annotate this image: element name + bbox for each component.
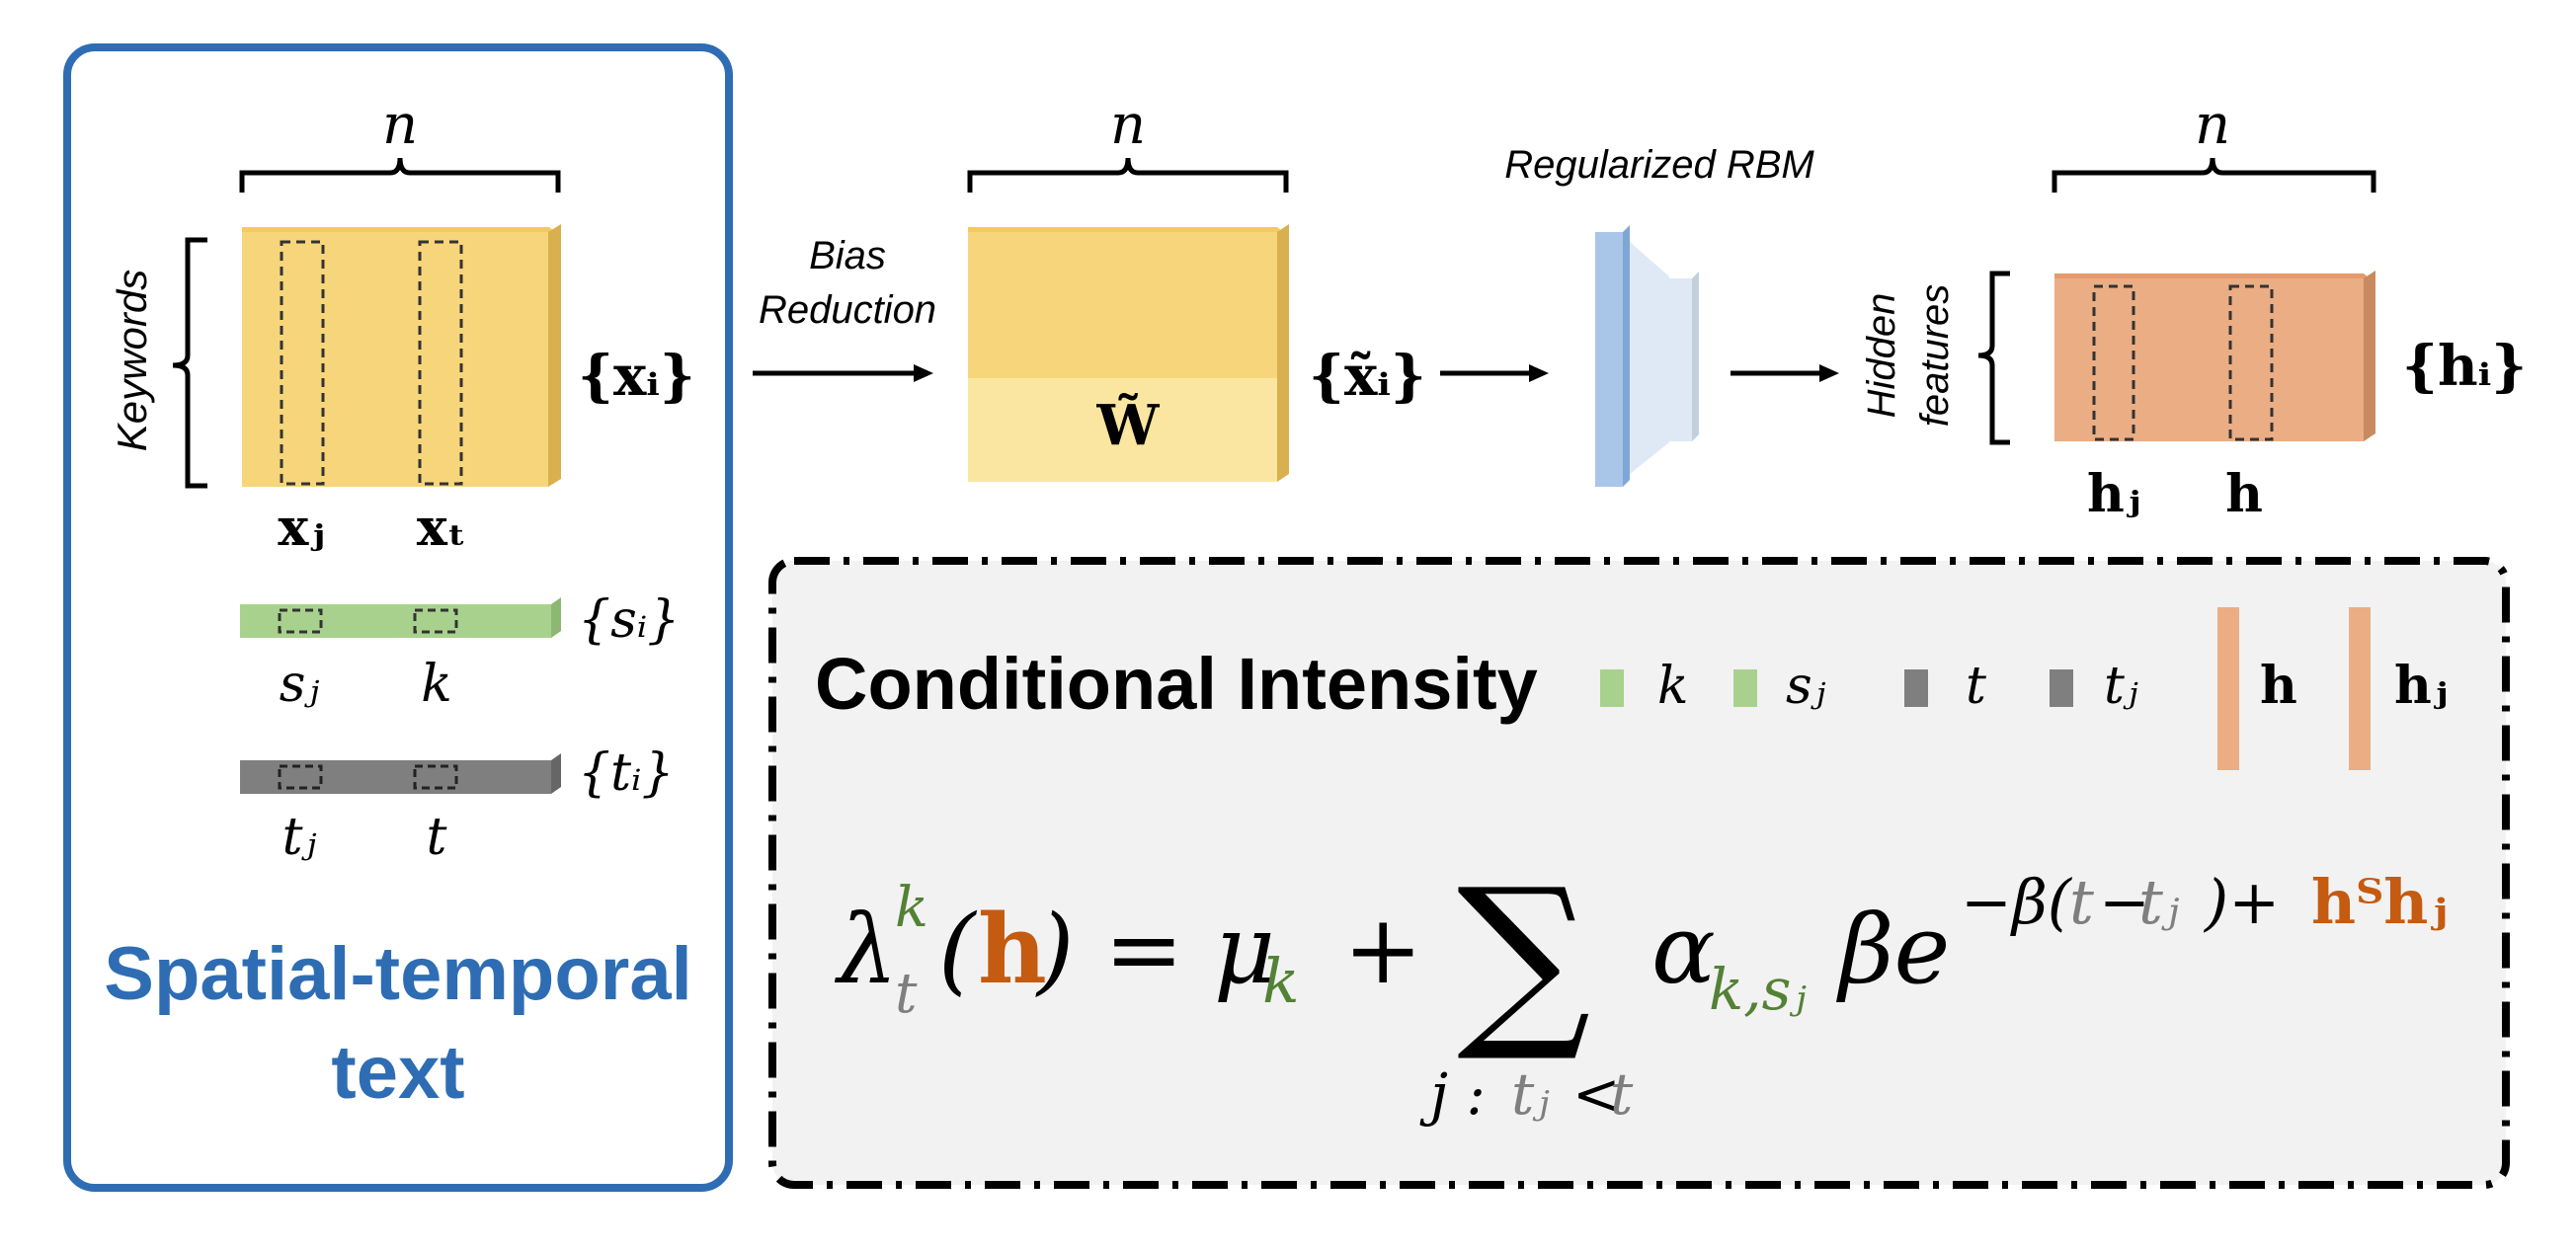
- formula-alpha-sub: k,sⱼ: [1709, 956, 1807, 1023]
- rbm-connections: [1630, 242, 1669, 474]
- n-brace-middle: [967, 157, 1289, 193]
- formula-sum-t: t: [1610, 1060, 1634, 1128]
- h-col-label: h: [2225, 464, 2263, 524]
- reduction-label: Reduction: [759, 288, 936, 332]
- s-col-j-highlight: [278, 608, 323, 634]
- n-label-middle: n: [1110, 93, 1146, 157]
- legend-tj-swatch: [2050, 669, 2073, 707]
- formula-mu-sub: k: [1262, 945, 1300, 1017]
- w-matrix-side: [1277, 224, 1289, 482]
- t-col-t-highlight: [413, 764, 458, 790]
- t-col-j-label: tⱼ: [282, 808, 317, 867]
- rbm-visible-layer-side: [1623, 225, 1630, 487]
- legend-tj: tⱼ: [2104, 657, 2138, 716]
- bias-label: Bias: [809, 234, 886, 277]
- h-col-j-highlight: [2092, 284, 2135, 441]
- formula-exp-neg-beta: −β(: [1961, 866, 2073, 938]
- formula-exp-tj: tⱼ: [2138, 866, 2180, 938]
- legend-t-swatch: [1904, 669, 1928, 707]
- w-matrix-upper: [968, 232, 1277, 378]
- formula-exp-close-plus: )+: [2203, 866, 2280, 938]
- h-col-highlight: [2228, 284, 2274, 441]
- rbm-hidden-layer: [1667, 278, 1692, 441]
- h-matrix-side: [2364, 271, 2375, 441]
- formula-beta-e: βe: [1836, 895, 1950, 1005]
- s-col-k-label: k: [421, 655, 452, 714]
- legend-t: t: [1966, 657, 1986, 716]
- hidden-label: Hidden: [1860, 293, 1903, 419]
- formula-h: h: [978, 894, 1047, 1005]
- s-set-label: {sᵢ}: [578, 590, 680, 650]
- formula-open-paren: (: [938, 895, 978, 1005]
- h-col-j-label: hⱼ: [2087, 464, 2140, 524]
- x-tilde-set-label: {x̃ᵢ}: [1309, 344, 1426, 409]
- t-bar-side: [551, 753, 561, 794]
- n-label-right: n: [2195, 93, 2230, 157]
- formula-sigma: ∑: [1457, 848, 1591, 1066]
- keywords-label: Keywords: [109, 270, 155, 451]
- legend-hj: hⱼ: [2394, 656, 2448, 716]
- x-matrix-side: [548, 224, 561, 487]
- n-label-left: n: [382, 93, 418, 157]
- x-col-j-highlight: [280, 240, 325, 486]
- h-set-label: {hᵢ}: [2402, 334, 2527, 399]
- legend-hj-swatch: [2349, 607, 2371, 770]
- h-matrix: [2054, 278, 2364, 441]
- formula-lambda-sup: k: [895, 876, 928, 940]
- formula-sum-lt: <: [1572, 1060, 1621, 1128]
- w-tilde-label: W̃: [1096, 393, 1161, 458]
- keywords-brace: [172, 237, 207, 489]
- t-col-j-highlight: [278, 764, 323, 790]
- s-col-j-label: sⱼ: [280, 655, 320, 714]
- t-col-t-label: t: [427, 808, 447, 867]
- x-matrix: [242, 232, 548, 487]
- formula-box: [768, 557, 2510, 1189]
- formula-title: Conditional Intensity: [815, 643, 1538, 725]
- s-bar-side: [551, 597, 561, 638]
- to-hidden-arrowhead: [1819, 364, 1839, 382]
- hidden-brace: [1977, 271, 2010, 445]
- s-col-k-highlight: [413, 608, 458, 634]
- rbm-visible-layer: [1595, 232, 1623, 487]
- rbm-hidden-layer-side: [1692, 272, 1699, 441]
- rbm-label: Regularized RBM: [1504, 143, 1814, 187]
- n-brace-left: [239, 157, 561, 193]
- legend-sj: sⱼ: [1786, 657, 1826, 716]
- panel-title-line1: Spatial-temporal: [104, 932, 691, 1016]
- to-rbm-arrowhead: [1529, 364, 1549, 382]
- t-set-label: {tᵢ}: [578, 743, 675, 803]
- formula-exp-minus: −: [2099, 866, 2150, 938]
- legend-sj-swatch: [1733, 669, 1757, 707]
- formula-alpha: α: [1651, 895, 1716, 1005]
- panel-title-line2: text: [331, 1031, 464, 1115]
- formula-lambda-sub: t: [895, 962, 918, 1026]
- x-col-t-highlight: [418, 240, 463, 486]
- formula-exp-hT-hj: hᵀhⱼ: [2311, 866, 2448, 938]
- formula-lambda: λ: [834, 895, 898, 1005]
- x-col-j-label: xⱼ: [278, 498, 324, 558]
- features-label: features: [1913, 284, 1957, 428]
- x-set-label: {xᵢ}: [578, 344, 695, 409]
- legend-k: k: [1657, 657, 1689, 716]
- formula-plus: +: [1343, 895, 1422, 1005]
- formula-sum-tj: tⱼ: [1511, 1060, 1550, 1128]
- legend-h: h: [2260, 656, 2297, 716]
- formula-sum-j: j :: [1419, 1060, 1486, 1128]
- x-col-t-label: xₜ: [417, 498, 466, 558]
- legend-h-swatch: [2217, 607, 2239, 770]
- n-brace-right: [2052, 157, 2376, 193]
- formula-close-eq-mu: ) = μ: [1035, 895, 1275, 1005]
- w-matrix-lower: [968, 378, 1277, 482]
- legend-k-swatch: [1600, 669, 1624, 707]
- bias-reduction-arrowhead: [914, 364, 933, 382]
- spatial-temporal-panel: [63, 43, 733, 1192]
- formula-exp-t: t: [2069, 866, 2094, 938]
